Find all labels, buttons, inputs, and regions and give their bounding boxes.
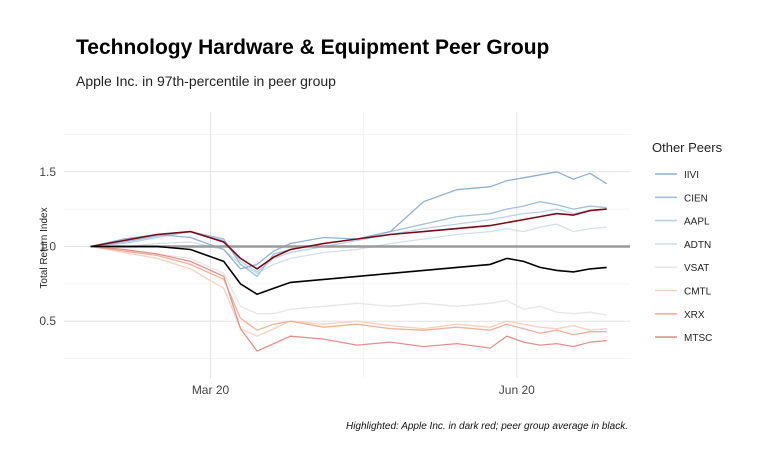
y-tick-label: 0.5 xyxy=(39,314,56,328)
y-axis-label: Total Return Index xyxy=(39,207,50,288)
grid xyxy=(64,112,630,378)
series-line-cmtl xyxy=(90,245,607,337)
series-line-vsat xyxy=(90,245,607,316)
series-line-apple xyxy=(90,208,607,270)
series-line-mtsc xyxy=(90,245,607,352)
legend-label-adtn: ADTN xyxy=(684,240,711,251)
series-line-iivi xyxy=(90,171,608,270)
legend-label-aapl: AAPL xyxy=(684,217,710,228)
x-tick-label: Mar 20 xyxy=(192,383,230,397)
series-line-average xyxy=(90,245,607,296)
legend-label-mtsc: MTSC xyxy=(684,333,712,344)
series-line-xrx xyxy=(90,245,607,336)
y-tick-label: 1.5 xyxy=(39,165,56,179)
axes: 0.5 1.0 1.5 Mar 20 Jun 20 xyxy=(39,165,535,397)
legend-title: Other Peers xyxy=(652,140,723,155)
legend-label-iivi: IIVI xyxy=(684,170,699,181)
chart-title: Technology Hardware & Equipment Peer Gro… xyxy=(76,36,550,59)
legend-label-cmtl: CMTL xyxy=(684,287,712,298)
x-tick-label: Jun 20 xyxy=(499,383,535,397)
legend-label-cien: CIEN xyxy=(684,193,708,204)
legend: Other Peers IIVI CIEN AAPL ADTN VSAT CMTL XRX M… xyxy=(652,140,723,344)
y-tick-label: 1.0 xyxy=(39,239,56,253)
series-line-adtn xyxy=(90,223,607,275)
legend-label-xrx: XRX xyxy=(684,310,705,321)
chart-subtitle: Apple Inc. in 97th-percentile in peer gr… xyxy=(76,73,336,89)
chart-caption: Highlighted: Apple Inc. in dark red; pee… xyxy=(345,421,628,432)
series-lines xyxy=(90,171,630,352)
legend-label-vsat: VSAT xyxy=(684,263,709,274)
